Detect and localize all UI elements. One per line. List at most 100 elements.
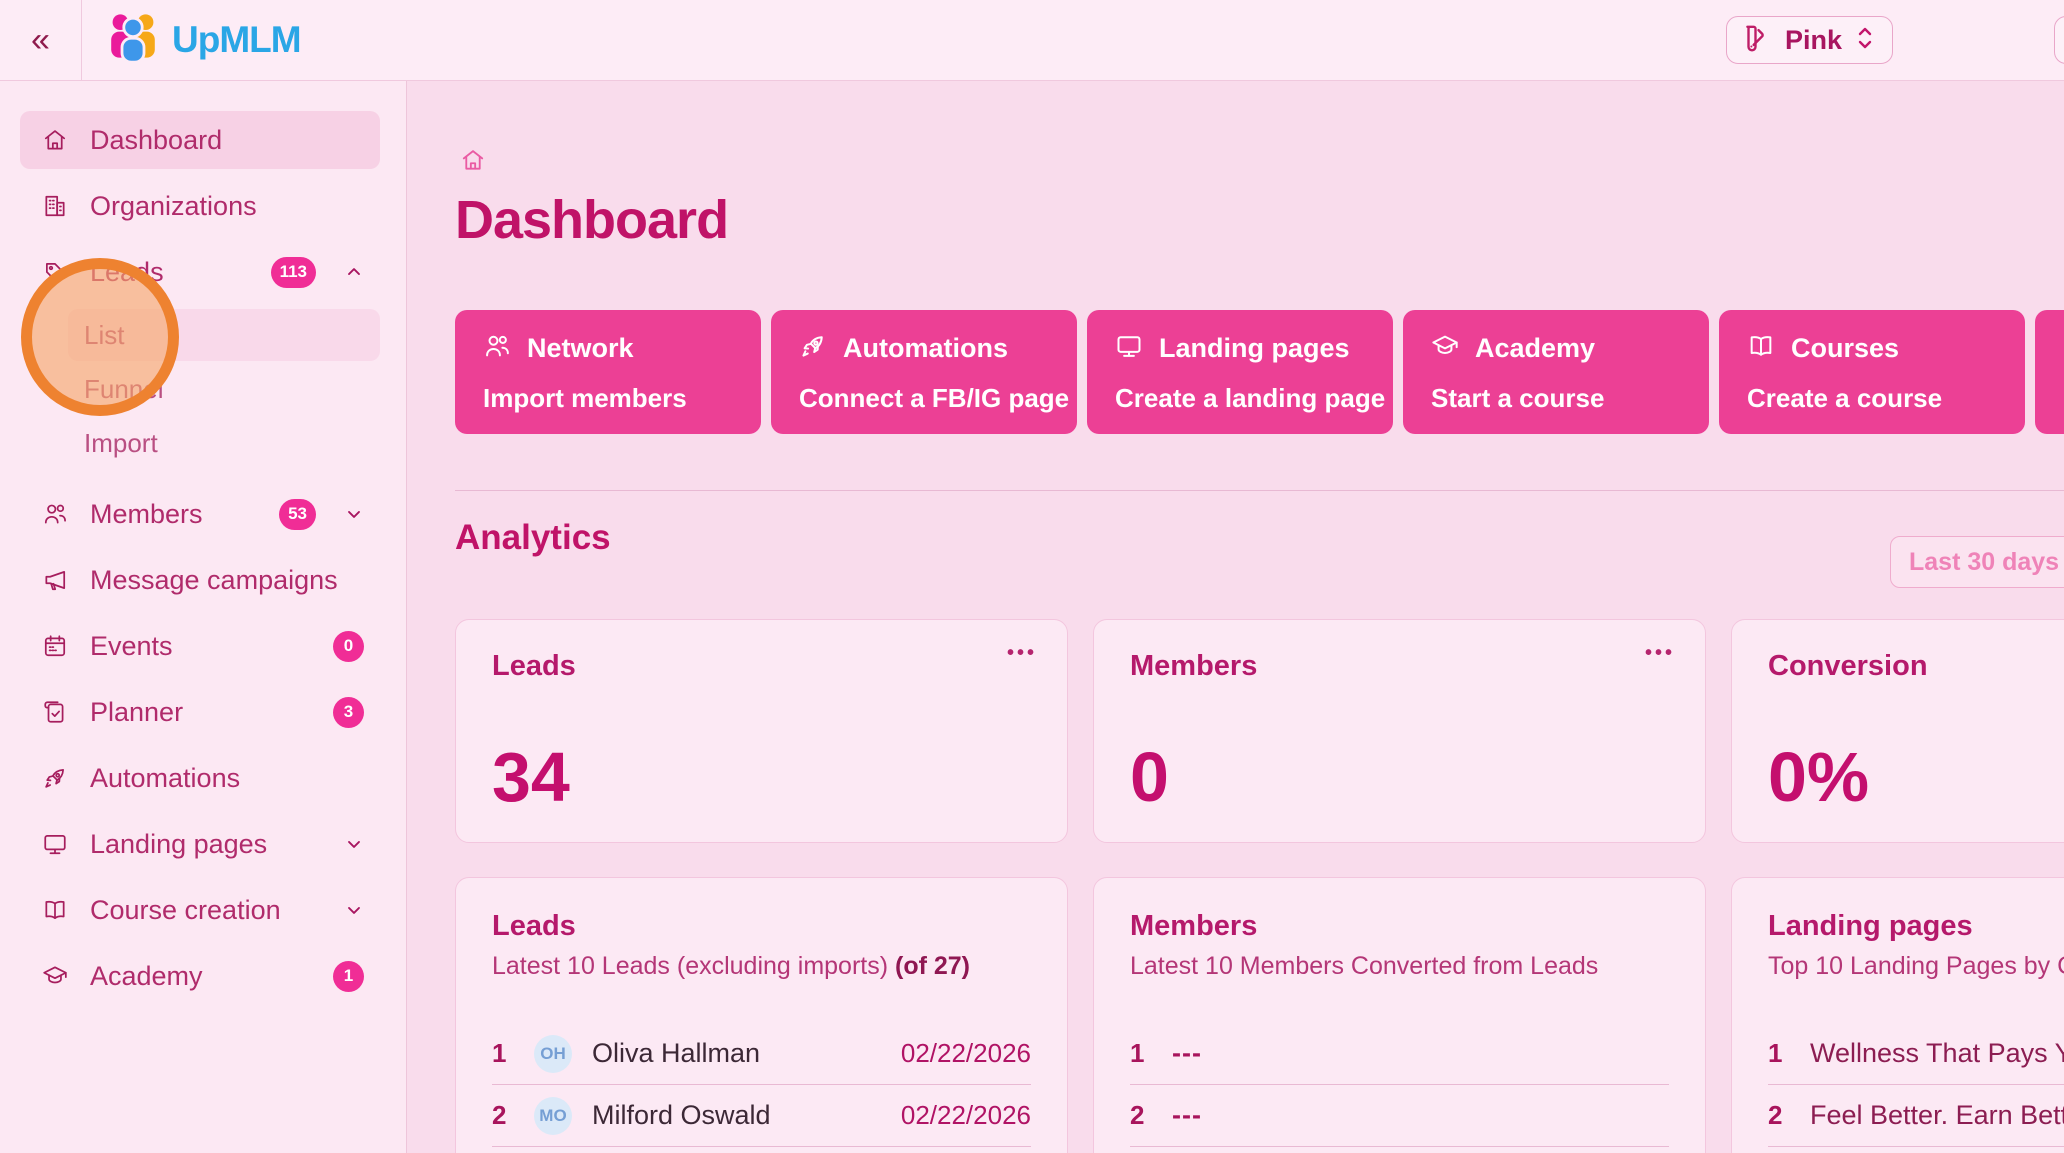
stats-row: Leads ••• 34 Members ••• 0 Conversion 0% bbox=[455, 619, 2064, 843]
rocket-icon bbox=[799, 332, 827, 365]
lead-date: 02/22/2026 bbox=[900, 1100, 1031, 1130]
subitem-label: Import bbox=[84, 427, 158, 458]
landing-page-row[interactable]: 1 Wellness That Pays You Back bbox=[1768, 1023, 2064, 1085]
analytics-heading: Analytics bbox=[455, 518, 611, 557]
action-card-courses[interactable]: Courses Create a course bbox=[1719, 310, 2025, 434]
sidebar-item-academy[interactable]: Academy 1 bbox=[20, 947, 380, 1005]
date-range-preset: Last 30 days bbox=[1909, 547, 2060, 576]
sidebar-subitem-import[interactable]: Import bbox=[68, 417, 380, 469]
sidebar-item-landing-pages[interactable]: Landing pages bbox=[20, 815, 380, 873]
chevron-up-icon[interactable] bbox=[344, 262, 364, 282]
sidebar-item-label: Automations bbox=[90, 762, 241, 793]
action-title: Courses bbox=[1791, 333, 1900, 363]
member-name: --- bbox=[1172, 1100, 1202, 1130]
action-card-clipped[interactable]: C bbox=[2035, 310, 2064, 434]
member-row[interactable]: 2 --- bbox=[1130, 1085, 1669, 1147]
action-card-automations[interactable]: Automations Connect a FB/IG page bbox=[771, 310, 1077, 434]
book-icon bbox=[42, 897, 68, 923]
section-divider bbox=[455, 490, 2064, 491]
list-title: Leads bbox=[492, 910, 576, 942]
action-card-network[interactable]: Network Import members bbox=[455, 310, 761, 434]
logo-text: UpMLM bbox=[172, 19, 302, 60]
sidebar-item-members[interactable]: Members 53 bbox=[20, 485, 380, 543]
sidebar-item-planner[interactable]: Planner 3 bbox=[20, 683, 380, 741]
row-number: 2 bbox=[1130, 1100, 1145, 1130]
page-title: Dashboard bbox=[455, 190, 729, 250]
landing-page-row[interactable]: 2 Feel Better. Earn Better. bbox=[1768, 1085, 2064, 1147]
lead-name: Oliva Hallman bbox=[592, 1038, 761, 1068]
monitor-icon bbox=[1115, 332, 1143, 365]
list-title: Landing pages bbox=[1768, 910, 1973, 942]
chevron-down-icon[interactable] bbox=[344, 900, 364, 920]
sidebar-item-label: Course creation bbox=[90, 894, 281, 925]
sidebar-item-label: Landing pages bbox=[90, 828, 268, 859]
action-card-landing-pages[interactable]: Landing pages Create a landing page bbox=[1087, 310, 1393, 434]
sidebar-item-label: Events bbox=[90, 630, 173, 661]
list-subtitle-text: Latest 10 Leads (excluding imports) bbox=[492, 952, 889, 980]
sidebar-item-events[interactable]: Events 0 bbox=[20, 617, 380, 675]
action-card-academy[interactable]: Academy Start a course bbox=[1403, 310, 1709, 434]
theme-select[interactable]: Pink bbox=[1725, 16, 1893, 64]
header-edge-button[interactable] bbox=[2054, 16, 2064, 64]
row-number: 2 bbox=[492, 1100, 507, 1130]
top-header: « UpMLM Pink bbox=[0, 0, 2064, 81]
sidebar-item-label: Organizations bbox=[90, 190, 257, 221]
sidebar-item-automations[interactable]: Automations bbox=[20, 749, 380, 807]
lead-row[interactable]: 1 OH Oliva Hallman 02/22/2026 bbox=[492, 1023, 1031, 1085]
row-number: 2 bbox=[1768, 1100, 1783, 1130]
list-subtitle-text: Top 10 Landing Pages by Convers bbox=[1768, 952, 2064, 980]
quick-actions-row: Network Import members Automations Conne… bbox=[455, 310, 2064, 434]
members-count-badge: 53 bbox=[279, 498, 316, 530]
book-icon bbox=[1747, 332, 1775, 365]
action-subtitle: Import members bbox=[483, 383, 687, 413]
sidebar-item-course-creation[interactable]: Course creation bbox=[20, 881, 380, 939]
sidebar-item-label: Academy bbox=[90, 960, 203, 991]
sidebar-item-label: Members bbox=[90, 498, 203, 529]
calendar-icon bbox=[42, 633, 68, 659]
building-icon bbox=[42, 193, 68, 219]
list-subtitle: Top 10 Landing Pages by Convers bbox=[1768, 952, 2064, 981]
monitor-icon bbox=[42, 831, 68, 857]
stat-card-leads: Leads ••• 34 bbox=[455, 619, 1068, 843]
ellipsis-menu-icon[interactable]: ••• bbox=[1644, 642, 1675, 664]
lead-row[interactable]: 2 MO Milford Oswald 02/22/2026 bbox=[492, 1085, 1031, 1147]
lead-date: 02/22/2026 bbox=[900, 1038, 1031, 1068]
sidebar-item-dashboard[interactable]: Dashboard bbox=[20, 111, 380, 169]
row-number: 1 bbox=[492, 1038, 507, 1068]
app-logo[interactable]: UpMLM bbox=[106, 0, 302, 80]
list-card-leads: Leads Latest 10 Leads (excluding imports… bbox=[455, 877, 1068, 1153]
lead-name: Milford Oswald bbox=[592, 1100, 771, 1130]
list-subtitle: Latest 10 Members Converted from Leads bbox=[1130, 952, 1669, 981]
sidebar-item-message-campaigns[interactable]: Message campaigns bbox=[20, 551, 380, 609]
list-card-landing-pages: Landing pages Top 10 Landing Pages by Co… bbox=[1731, 877, 2064, 1153]
row-number: 1 bbox=[1768, 1038, 1783, 1068]
chevron-down-icon[interactable] bbox=[344, 504, 364, 524]
planner-count-badge: 3 bbox=[333, 696, 364, 728]
academy-count-badge: 1 bbox=[333, 960, 364, 992]
sidebar-collapse-button[interactable]: « bbox=[0, 0, 82, 80]
member-row[interactable]: 1 --- bbox=[1130, 1023, 1669, 1085]
action-title: Landing pages bbox=[1159, 333, 1350, 363]
date-range-picker[interactable]: Last 30 days 01/2 bbox=[1890, 536, 2064, 588]
select-updown-icon bbox=[1854, 25, 1876, 56]
sidebar-item-label: Message campaigns bbox=[90, 564, 338, 595]
lists-row: Leads Latest 10 Leads (excluding imports… bbox=[455, 877, 2064, 1153]
theme-label: Pink bbox=[1784, 24, 1842, 55]
chevron-down-icon[interactable] bbox=[344, 834, 364, 854]
list-title: Members bbox=[1130, 910, 1258, 942]
stat-value: 0% bbox=[1768, 738, 1870, 816]
main-content: Dashboard Network Import members Automat… bbox=[408, 81, 2064, 1153]
action-title: Automations bbox=[843, 333, 1008, 363]
clipboard-check-icon bbox=[42, 699, 68, 725]
landing-page-name: Feel Better. Earn Better. bbox=[1810, 1100, 2064, 1130]
sidebar-item-organizations[interactable]: Organizations bbox=[20, 177, 380, 235]
list-subtitle-text: Latest 10 Members Converted from Leads bbox=[1130, 952, 1599, 980]
breadcrumb-home-icon[interactable] bbox=[460, 147, 486, 173]
row-number: 1 bbox=[1130, 1038, 1145, 1068]
ellipsis-menu-icon[interactable]: ••• bbox=[1006, 642, 1037, 664]
graduation-cap-icon bbox=[42, 963, 68, 989]
sidebar-item-label: Dashboard bbox=[90, 124, 223, 155]
action-subtitle: Create a landing page bbox=[1115, 383, 1386, 413]
stat-value: 0 bbox=[1130, 738, 1169, 816]
action-title: Network bbox=[527, 333, 634, 363]
